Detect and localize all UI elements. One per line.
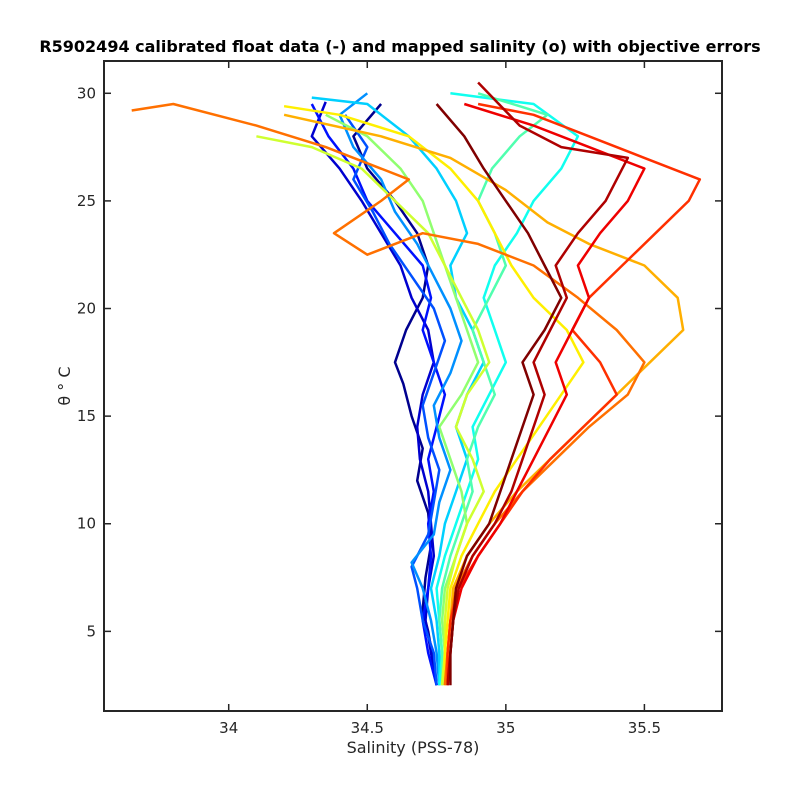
series-line-13: [446, 102, 702, 686]
y-tick-label-1: 10: [77, 515, 96, 533]
series-line-10: [283, 104, 585, 686]
y-tick-label-0: 5: [86, 622, 96, 640]
x-tick-label-1: 34.5: [351, 719, 384, 737]
y-tick-label-5: 30: [77, 84, 96, 102]
series-line-15: [446, 81, 630, 686]
y-tick-label-3: 20: [77, 300, 96, 318]
y-axis-label: θ ° C: [55, 366, 74, 405]
series-line-11: [283, 113, 685, 686]
series-line-9: [256, 135, 491, 686]
series-line-3: [344, 114, 447, 686]
x-tick-label-2: 35: [496, 719, 515, 737]
series-line-16: [435, 103, 563, 686]
tick-layer: 34 34.5 35 35.5 5 10 15 20 25 30: [77, 61, 722, 737]
x-tick-label-3: 35.5: [628, 719, 661, 737]
series-layer: [131, 81, 702, 686]
series-line-7: [438, 92, 549, 686]
chart-title: R5902494 calibrated float data (-) and m…: [39, 37, 760, 56]
series-line-5: [311, 96, 485, 686]
series-line-4: [338, 92, 463, 686]
series-line-8: [325, 113, 480, 686]
axes-frame: [103, 60, 723, 712]
y-tick-label-4: 25: [77, 192, 96, 210]
x-tick-label-0: 34: [219, 719, 238, 737]
series-line-14: [446, 102, 646, 686]
series-line-0: [352, 103, 438, 686]
y-tick-label-2: 15: [77, 407, 96, 425]
x-axis-label: Salinity (PSS-78): [347, 738, 480, 757]
plot-area: [104, 61, 722, 711]
series-line-6: [435, 92, 580, 686]
